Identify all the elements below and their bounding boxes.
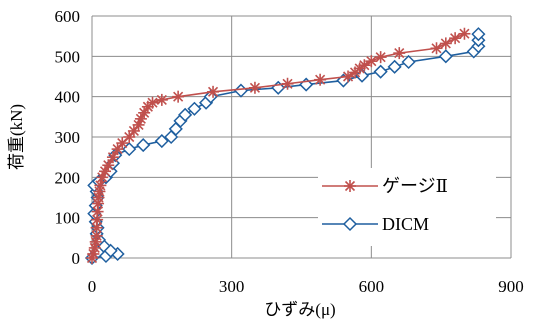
data-point — [438, 49, 453, 64]
data-point — [365, 55, 378, 68]
marker-stroke — [112, 144, 123, 155]
data-point — [248, 81, 261, 94]
data-point — [187, 101, 202, 116]
y-tick-label: 600 — [55, 7, 81, 26]
data-point — [146, 96, 159, 109]
data-point — [155, 93, 168, 106]
series-layer — [84, 27, 486, 266]
marker-stroke — [207, 86, 219, 97]
tick-labels: 0 100 200 300 400 500 600 0 300 600 900 — [55, 7, 524, 296]
data-point — [358, 59, 371, 72]
marker-stroke — [282, 78, 293, 89]
marker-stroke — [440, 38, 451, 49]
data-point — [178, 107, 193, 122]
legend-box — [318, 168, 496, 246]
y-tick-label: 200 — [55, 168, 81, 187]
legend-label: ゲージⅡ — [382, 176, 448, 196]
data-point — [314, 73, 327, 86]
legend-item: ゲージⅡ — [322, 176, 448, 196]
data-point — [123, 131, 136, 143]
x-tick-label: 300 — [219, 277, 245, 296]
marker-stroke — [450, 33, 461, 44]
data-point — [449, 32, 462, 45]
marker-stroke — [103, 160, 114, 171]
data-point — [430, 42, 443, 55]
data-point — [94, 179, 107, 192]
marker-stroke — [128, 125, 139, 137]
data-point — [471, 27, 486, 42]
marker-stroke — [124, 131, 135, 143]
marker-stroke — [91, 230, 102, 241]
series-gauge — [86, 27, 471, 264]
marker-stroke — [375, 52, 386, 63]
data-point — [374, 51, 387, 64]
x-tick-label: 900 — [498, 277, 524, 296]
legend-item: DICM — [322, 214, 429, 234]
marker-stroke — [342, 71, 354, 82]
y-tick-label: 400 — [55, 88, 81, 107]
data-point — [106, 151, 119, 164]
data-point — [458, 27, 471, 40]
marker-stroke — [359, 60, 370, 71]
legend-marker — [344, 180, 356, 192]
marker-stroke — [92, 214, 103, 225]
data-point — [172, 90, 185, 103]
legend-marker — [342, 216, 358, 232]
y-tick-label: 0 — [72, 249, 81, 268]
data-point — [401, 54, 416, 70]
marker-stroke — [156, 94, 167, 105]
y-tick-label: 500 — [55, 47, 81, 66]
marker-stroke — [394, 48, 405, 59]
data-point — [154, 133, 169, 149]
marker-stroke — [344, 180, 356, 192]
data-point — [87, 247, 100, 260]
data-point — [387, 59, 402, 74]
data-point — [439, 37, 452, 50]
legend-label: DICM — [382, 214, 429, 234]
data-point — [111, 143, 124, 156]
x-tick-label: 600 — [359, 277, 385, 296]
y-axis-title: 荷重(kN) — [7, 104, 26, 170]
data-point — [136, 138, 151, 153]
data-point — [207, 85, 220, 98]
marker-stroke — [95, 180, 106, 191]
x-tick-label: 0 — [88, 277, 97, 296]
marker-stroke — [249, 82, 261, 93]
legend: ゲージⅡ DICM — [318, 168, 496, 246]
data-point — [116, 137, 129, 150]
marker-stroke — [107, 152, 119, 163]
marker-stroke — [147, 97, 158, 108]
marker-stroke — [366, 56, 377, 67]
data-point — [127, 124, 140, 137]
marker-stroke — [315, 74, 326, 85]
marker-stroke — [431, 43, 442, 54]
marker-stroke — [459, 28, 470, 39]
data-point — [373, 64, 388, 79]
y-tick-label: 300 — [55, 128, 81, 147]
marker-stroke — [88, 248, 99, 260]
x-axis-title: ひずみ(μ) — [264, 300, 335, 319]
marker-stroke — [173, 91, 184, 102]
marker-stroke — [91, 222, 102, 233]
data-point — [281, 77, 294, 90]
y-tick-label: 100 — [55, 209, 81, 228]
data-point — [393, 47, 406, 60]
marker-stroke — [92, 206, 103, 217]
